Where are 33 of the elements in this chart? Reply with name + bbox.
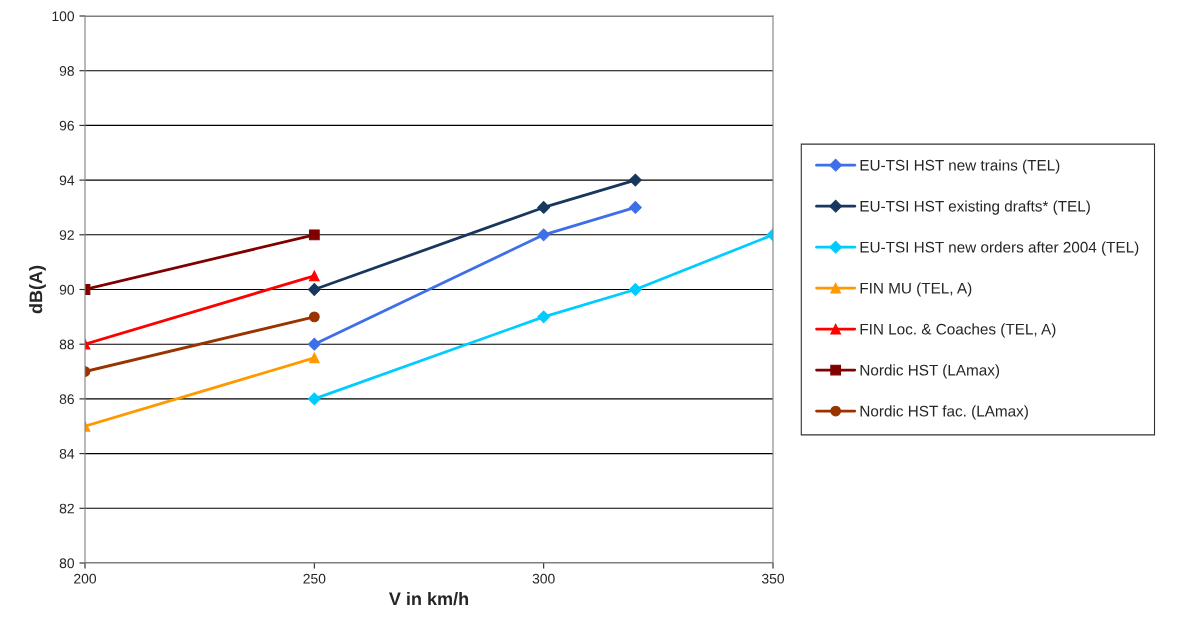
point [307,337,321,351]
y-tick-label: 98 [59,66,74,76]
y-tick-label: 94 [59,175,75,186]
legend-label: Nordic HST (LAmax) [860,364,1000,379]
y-tick-label: 86 [59,394,74,405]
legend-label: EU-TSI HST new trains (TEL) [860,159,1060,174]
point [537,201,551,214]
x-tick-label: 350 [761,573,785,584]
point [307,392,321,406]
y-tick-label: 100 [52,11,75,22]
point [628,201,642,214]
legend-label: FIN MU (TEL, A) [860,282,972,297]
point [628,173,642,187]
point [307,283,321,296]
legend-label: Nordic HST fac. (LAmax) [860,405,1028,420]
x-tick-label: 300 [532,573,555,584]
y-tick-label: 88 [59,339,74,350]
point [537,228,551,242]
x-tick-label: 200 [74,573,97,584]
x-axis-title: V in km/h [388,591,469,606]
y-tick-label: 90 [59,284,75,295]
legend-label: EU-TSI HST existing drafts* (TEL) [860,200,1090,215]
y-tick-label: 92 [59,230,74,240]
y-tick-label: 80 [59,558,75,569]
x-tick-label: 250 [303,573,326,584]
point [537,310,551,324]
y-axis-title: dB(A) [29,265,46,314]
y-tick-label: 82 [59,503,74,514]
legend-label: FIN Loc. & Coaches (TEL, A) [860,323,1056,338]
point [628,283,642,296]
y-tick-label: 84 [59,448,75,459]
legend-label: EU-TSI HST new orders after 2004 (TEL) [860,241,1139,256]
y-tick-label: 96 [59,120,74,131]
